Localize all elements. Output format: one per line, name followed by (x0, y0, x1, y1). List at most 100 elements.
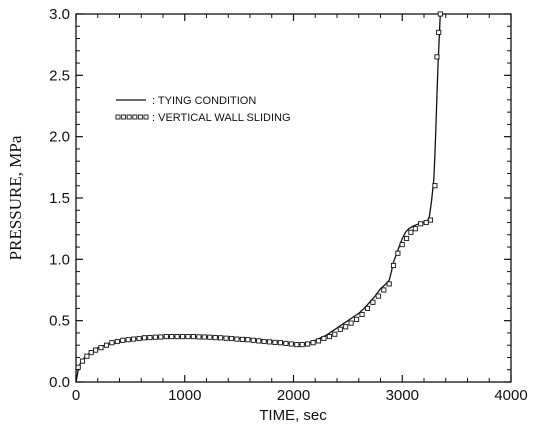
data-point-vertical-wall-sliding (283, 340, 289, 346)
data-point-vertical-wall-sliding (272, 339, 278, 345)
data-point-vertical-wall-sliding (408, 229, 414, 235)
data-point-vertical-wall-sliding (228, 335, 235, 342)
data-point-vertical-wall-sliding (418, 221, 424, 227)
x-tick-label: 2000 (277, 387, 310, 404)
data-point-vertical-wall-sliding (218, 335, 224, 341)
legend: : TYING CONDITION : VERTICAL WALL SLIDIN… (115, 95, 291, 124)
legend-square-marker (121, 114, 127, 120)
data-point-vertical-wall-sliding (114, 338, 120, 345)
data-point-vertical-wall-sliding (277, 340, 283, 346)
x-tick-label: 1000 (168, 387, 201, 404)
data-point-vertical-wall-sliding (93, 347, 99, 353)
data-point-vertical-wall-sliding (348, 320, 354, 326)
data-point-vertical-wall-sliding (390, 262, 397, 269)
data-point-vertical-wall-sliding (131, 336, 137, 342)
y-tick-label: 2.0 (49, 129, 70, 146)
data-point-vertical-wall-sliding (370, 299, 376, 305)
data-point-vertical-wall-sliding (288, 341, 294, 347)
data-point-vertical-wall-sliding (103, 342, 110, 348)
data-point-vertical-wall-sliding (381, 287, 387, 293)
data-point-vertical-wall-sliding (245, 337, 251, 343)
data-point-vertical-wall-sliding (404, 235, 410, 242)
data-point-vertical-wall-sliding (88, 350, 94, 356)
data-point-vertical-wall-sliding (256, 338, 262, 344)
data-point-vertical-wall-sliding (190, 334, 196, 340)
data-point-vertical-wall-sliding (141, 335, 148, 341)
data-point-vertical-wall-sliding (84, 353, 90, 359)
series-line-tying-condition (75, 13, 441, 383)
x-tick-label: 0 (72, 387, 80, 404)
data-point-vertical-wall-sliding (395, 250, 401, 256)
y-tick-label: 0.0 (49, 374, 70, 391)
data-point-vertical-wall-sliding (136, 335, 142, 342)
data-point-vertical-wall-sliding (321, 335, 327, 342)
data-point-vertical-wall-sliding (75, 364, 81, 370)
data-point-vertical-wall-sliding (315, 338, 322, 344)
y-axis-label: PRESSURE, MPa (6, 135, 25, 260)
legend-marker-sample (115, 114, 149, 120)
data-point-vertical-wall-sliding (437, 11, 443, 17)
data-point-vertical-wall-sliding (359, 311, 365, 318)
data-point-vertical-wall-sliding (305, 341, 311, 347)
data-point-vertical-wall-sliding (412, 226, 418, 232)
legend-square-marker (132, 114, 138, 120)
data-point-vertical-wall-sliding (354, 316, 360, 322)
legend-square-marker (126, 114, 132, 120)
data-point-vertical-wall-sliding (212, 335, 218, 341)
data-point-vertical-wall-sliding (326, 334, 332, 340)
plot-frame (75, 13, 512, 383)
data-point-vertical-wall-sliding (185, 334, 191, 340)
data-point-vertical-wall-sliding (207, 334, 213, 340)
legend-square-marker (137, 114, 143, 120)
data-point-vertical-wall-sliding (399, 242, 405, 248)
y-tick-labels: 0.0 0.5 1.0 1.5 2.0 2.5 3.0 (49, 6, 70, 391)
data-point-vertical-wall-sliding (299, 342, 305, 348)
data-point-vertical-wall-sliding (169, 334, 175, 340)
data-point-vertical-wall-sliding (364, 305, 371, 311)
data-point-vertical-wall-sliding (201, 334, 207, 340)
data-point-vertical-wall-sliding (436, 29, 442, 35)
data-point-vertical-wall-sliding (343, 324, 349, 330)
data-point-vertical-wall-sliding (250, 337, 256, 343)
data-point-vertical-wall-sliding (223, 335, 229, 341)
data-point-vertical-wall-sliding (98, 345, 104, 351)
x-tick-labels: 0 1000 2000 3000 4000 (72, 387, 528, 404)
data-point-vertical-wall-sliding (196, 334, 202, 340)
y-tick-label: 1.0 (49, 251, 70, 268)
y-tick-label: 2.5 (49, 67, 70, 84)
data-point-vertical-wall-sliding (234, 336, 240, 342)
data-point-vertical-wall-sliding (109, 340, 115, 346)
data-point-vertical-wall-sliding (434, 54, 440, 60)
x-tick-label: 3000 (386, 387, 419, 404)
data-point-vertical-wall-sliding (423, 219, 429, 226)
data-point-vertical-wall-sliding (125, 337, 131, 343)
data-point-vertical-wall-sliding (294, 342, 300, 348)
y-tick-label: 3.0 (49, 6, 70, 23)
data-point-vertical-wall-sliding (375, 293, 381, 299)
data-point-vertical-wall-sliding (332, 331, 338, 337)
data-point-vertical-wall-sliding (427, 217, 434, 223)
data-point-vertical-wall-sliding (163, 334, 169, 340)
x-tick-label: 4000 (494, 387, 527, 404)
data-point-vertical-wall-sliding (267, 339, 273, 345)
data-point-vertical-wall-sliding (180, 334, 186, 340)
data-point-vertical-wall-sliding (386, 281, 392, 287)
data-point-vertical-wall-sliding (432, 183, 438, 189)
y-tick-label: 1.5 (49, 190, 70, 207)
data-point-vertical-wall-sliding (310, 340, 316, 346)
data-point-vertical-wall-sliding (152, 334, 158, 340)
x-axis-label: TIME, sec (259, 407, 327, 424)
legend-square-marker (115, 114, 121, 120)
data-point-vertical-wall-sliding (337, 326, 343, 332)
legend-label-tying: : TYING CONDITION (152, 95, 256, 107)
data-point-vertical-wall-sliding (261, 338, 267, 345)
data-point-vertical-wall-sliding (147, 335, 153, 341)
legend-square-marker (143, 114, 149, 120)
data-point-vertical-wall-sliding (174, 334, 180, 340)
series-layer (75, 11, 443, 383)
data-point-vertical-wall-sliding (79, 358, 86, 364)
axis-ticks (75, 13, 512, 383)
data-point-vertical-wall-sliding (120, 337, 126, 343)
data-point-vertical-wall-sliding (158, 334, 164, 340)
